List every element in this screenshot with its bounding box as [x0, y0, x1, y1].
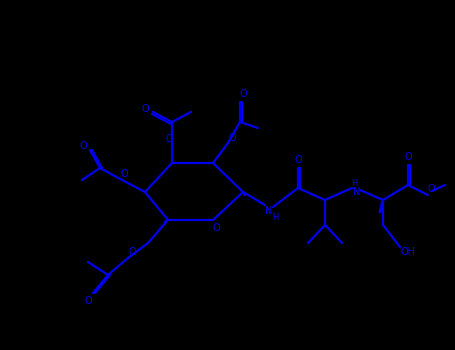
Text: O: O — [228, 133, 236, 143]
Text: O: O — [84, 296, 92, 306]
Text: O: O — [239, 89, 247, 99]
Text: N: N — [265, 206, 273, 216]
Text: O: O — [212, 223, 220, 233]
Text: O: O — [294, 155, 302, 165]
Text: H: H — [272, 212, 278, 222]
Text: O: O — [427, 184, 435, 194]
Text: O: O — [404, 152, 412, 162]
Text: O: O — [128, 247, 136, 257]
Text: OH: OH — [400, 247, 415, 257]
Text: O: O — [165, 134, 173, 144]
Text: N: N — [354, 187, 361, 197]
Text: O: O — [141, 104, 149, 114]
Text: H: H — [351, 178, 357, 188]
Text: O: O — [120, 169, 128, 179]
Text: O: O — [79, 141, 87, 151]
